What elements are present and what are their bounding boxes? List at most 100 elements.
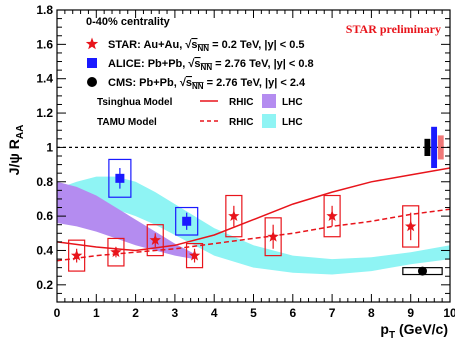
star-marker <box>228 210 240 221</box>
x-tick-label: 3 <box>172 306 179 320</box>
cms-point <box>402 266 443 276</box>
legend-star-post: = 0.2 TeV, |y| < 0.5 <box>209 39 304 51</box>
star-marker <box>70 249 83 261</box>
legend-tamu-rhic-label: RHIC <box>229 117 253 128</box>
legend-cms-sub: NN <box>192 82 204 91</box>
axis-ticks <box>56 9 451 303</box>
star-marker <box>267 230 279 242</box>
alice-sys-box <box>175 206 199 236</box>
star-point <box>225 194 243 238</box>
y-tick-label: 0.2 <box>36 278 53 292</box>
legend-cms-post: = 2.76 TeV, |y| < 2.4 <box>204 77 306 89</box>
legend-tamu-label: TAMU Model <box>97 117 157 128</box>
star-point <box>107 237 125 267</box>
star-marker <box>188 249 201 261</box>
x-tick-label: 9 <box>407 306 414 320</box>
legend-cms-root: √ <box>180 77 187 89</box>
x-tick-label: 1 <box>93 306 100 320</box>
legend-cms-marker <box>87 77 97 87</box>
legend-tsinghua-label: Tsinghua Model <box>97 97 173 108</box>
legend-header: 0-40% centrality <box>86 16 171 28</box>
star-point <box>323 194 341 238</box>
legend-alice-s: s <box>194 58 200 70</box>
model-lines <box>57 167 450 262</box>
legend-tsinghua-rhic-label: RHIC <box>229 97 253 108</box>
star-point <box>185 243 204 269</box>
star-marker <box>149 234 161 246</box>
tick-labels: 0 1 2 3 4 5 6 7 8 9 10 0.2 0.4 0.6 0.8 1 1.2 1.4 1.6 1.8 <box>36 3 455 320</box>
star-sys-box <box>402 205 420 248</box>
legend: 0-40% centrality STAR: Au+Au, √sNN = 0.2… <box>85 16 314 128</box>
alice-point <box>175 206 199 236</box>
legend-cms-label: CMS: Pb+Pb, √sNN = 2.76 TeV, |y| < 2.4 <box>108 77 306 91</box>
y-axis-title: J/ψ RAA <box>6 125 26 176</box>
star-sys-box <box>185 243 204 269</box>
star-sys-box <box>68 239 86 272</box>
global-uncertainty-box-2 <box>437 135 444 160</box>
tsinghua-lhc-band <box>57 181 195 260</box>
legend-alice-label: ALICE: Pb+Pb, √sNN = 2.76 TeV, |y| < 0.8 <box>108 58 314 72</box>
x-axis-title-rest: (GeV/c) <box>395 321 448 337</box>
x-tick-label: 5 <box>250 306 257 320</box>
alice-point <box>108 158 132 198</box>
star-point <box>68 239 86 272</box>
star-sys-box <box>225 194 243 238</box>
global-uncertainty-boxes <box>424 126 444 169</box>
tamu-rhic-line <box>57 208 450 262</box>
legend-star-pre: STAR: Au+Au, <box>108 39 185 51</box>
star-point <box>264 217 282 257</box>
y-axis-title-sub: AA <box>15 125 26 139</box>
star-marker <box>404 220 417 232</box>
legend-tamu-lhc-label: LHC <box>282 117 303 128</box>
legend-tsinghua-lhc-label: LHC <box>282 97 303 108</box>
y-tick-label: 1 <box>46 140 53 154</box>
legend-alice-post: = 2.76 TeV, |y| < 0.8 <box>212 58 314 70</box>
legend-tamu-lhc-swatch <box>262 114 276 128</box>
x-axis-title: pT (GeV/c) <box>380 321 448 340</box>
alice-marker <box>115 173 125 183</box>
legend-tsinghua-lhc-swatch <box>262 94 276 108</box>
legend-star-s: s <box>191 39 197 51</box>
x-tick-label: 10 <box>443 306 455 320</box>
y-tick-label: 1.6 <box>36 37 53 51</box>
y-tick-label: 0.4 <box>36 243 53 257</box>
y-tick-label: 1.8 <box>36 3 53 17</box>
star-preliminary-label: STAR preliminary <box>346 22 441 36</box>
star-sys-box <box>146 224 164 257</box>
legend-star-label: STAR: Au+Au, √sNN = 0.2 TeV, |y| < 0.5 <box>108 39 305 53</box>
star-point <box>146 224 164 257</box>
x-tick-label: 2 <box>132 306 139 320</box>
y-tick-label: 0.8 <box>36 175 53 189</box>
legend-alice-sub: NN <box>201 63 213 72</box>
alice-marker <box>182 216 192 226</box>
x-tick-label: 6 <box>289 306 296 320</box>
star-sys-box <box>323 194 341 238</box>
legend-alice-root: √ <box>188 58 195 70</box>
global-uncertainty-box-0 <box>424 138 431 156</box>
y-tick-label: 1.2 <box>36 106 53 120</box>
legend-star-marker <box>85 37 99 50</box>
x-axis-title-main: p <box>380 321 389 337</box>
star-marker <box>326 210 338 221</box>
x-axis-title-sub: T <box>389 330 395 340</box>
cms-marker <box>417 266 427 276</box>
tamu-lhc-band <box>57 176 450 275</box>
y-tick-label: 0.6 <box>36 209 53 223</box>
legend-alice-pre: ALICE: Pb+Pb, <box>108 58 188 70</box>
star-point <box>402 205 420 248</box>
legend-cms-pre: CMS: Pb+Pb, <box>108 77 180 89</box>
x-tick-label: 7 <box>329 306 336 320</box>
legend-star-sub: NN <box>197 44 209 53</box>
star-sys-box <box>107 237 125 267</box>
legend-star-root: √ <box>185 39 192 51</box>
legend-cms-s: s <box>186 77 192 89</box>
global-uncertainty-box-1 <box>431 126 438 169</box>
star-marker <box>110 246 122 258</box>
model-bands <box>57 176 450 275</box>
legend-alice-marker <box>87 58 97 68</box>
x-tick-label: 8 <box>368 306 375 320</box>
alice-sys-box <box>108 158 132 198</box>
x-tick-label: 4 <box>211 306 218 320</box>
x-tick-label: 0 <box>54 306 61 320</box>
